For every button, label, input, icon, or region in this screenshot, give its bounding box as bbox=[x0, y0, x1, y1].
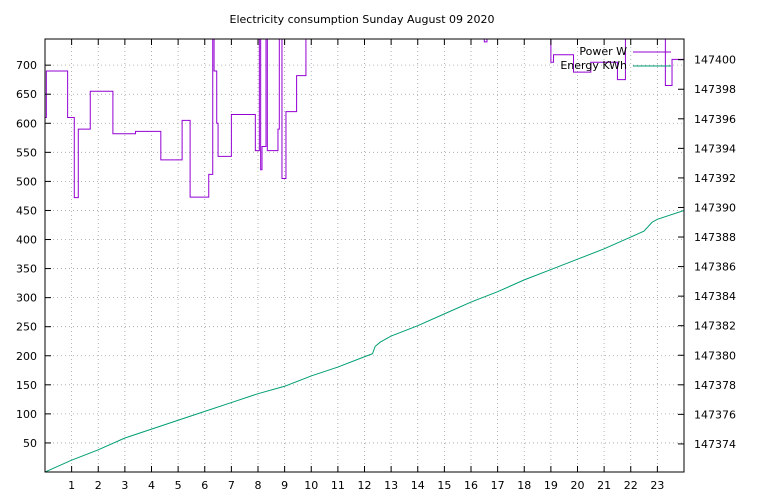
series-line-power-w bbox=[45, 39, 684, 199]
y-left-tick-label: 150 bbox=[16, 379, 37, 392]
x-axis: 1 2 3 4 5 6 7 8 9 10 11 12 13 14 15 16 17 18 19 20 21 22 23 bbox=[68, 39, 664, 492]
x-tick-label: 14 bbox=[411, 479, 425, 492]
y-left-tick-label: 350 bbox=[16, 263, 37, 276]
x-tick-label: 22 bbox=[624, 479, 638, 492]
series-line-energy-kwh bbox=[45, 209, 684, 472]
x-tick-label: 6 bbox=[201, 479, 208, 492]
y-left-tick-label: 450 bbox=[16, 204, 37, 217]
y-left-tick-label: 650 bbox=[16, 88, 37, 101]
y-right-tick-label: 147390 bbox=[694, 201, 736, 214]
x-tick-label: 20 bbox=[571, 479, 585, 492]
x-tick-label: 21 bbox=[597, 479, 611, 492]
y-right-tick-label: 147378 bbox=[694, 379, 736, 392]
x-tick-label: 11 bbox=[331, 479, 345, 492]
x-tick-label: 18 bbox=[517, 479, 531, 492]
y-right-tick-label: 147394 bbox=[694, 142, 736, 155]
y-left-tick-label: 300 bbox=[16, 292, 37, 305]
x-tick-label: 10 bbox=[304, 479, 318, 492]
y-left-tick-label: 50 bbox=[23, 437, 37, 450]
y-axis-right: 147374 147376 147378 147380 147382 147384 1473… bbox=[678, 54, 736, 451]
x-tick-label: 23 bbox=[650, 479, 664, 492]
x-tick-label: 7 bbox=[228, 479, 235, 492]
y-left-tick-label: 500 bbox=[16, 175, 37, 188]
y-right-tick-label: 147386 bbox=[694, 261, 736, 274]
x-tick-label: 9 bbox=[281, 479, 288, 492]
x-tick-label: 12 bbox=[358, 479, 372, 492]
grid bbox=[45, 39, 684, 472]
y-right-tick-label: 147398 bbox=[694, 83, 736, 96]
x-tick-label: 2 bbox=[95, 479, 102, 492]
y-right-tick-label: 147380 bbox=[694, 349, 736, 362]
y-left-tick-label: 600 bbox=[16, 117, 37, 130]
x-tick-label: 17 bbox=[491, 479, 505, 492]
x-tick-label: 13 bbox=[384, 479, 398, 492]
y-right-tick-label: 147374 bbox=[694, 438, 736, 451]
x-tick-label: 15 bbox=[437, 479, 451, 492]
y-right-tick-label: 147384 bbox=[694, 290, 736, 303]
y-axis-left: 50 100 150 200 250 300 350 400 450 500 550 600 650 70… bbox=[16, 59, 51, 450]
x-tick-label: 16 bbox=[464, 479, 478, 492]
y-left-tick-label: 100 bbox=[16, 408, 37, 421]
y-left-tick-label: 200 bbox=[16, 350, 37, 363]
x-tick-label: 19 bbox=[544, 479, 558, 492]
legend-label: Energy KWh bbox=[560, 59, 627, 72]
y-left-tick-label: 700 bbox=[16, 59, 37, 72]
y-right-tick-label: 147392 bbox=[694, 172, 736, 185]
x-tick-label: 3 bbox=[121, 479, 128, 492]
plot-area bbox=[45, 39, 684, 472]
y-left-tick-label: 550 bbox=[16, 146, 37, 159]
y-right-tick-label: 147376 bbox=[694, 408, 736, 421]
x-tick-label: 5 bbox=[175, 479, 182, 492]
y-right-tick-label: 147382 bbox=[694, 320, 736, 333]
legend-label: Power W bbox=[579, 45, 627, 58]
y-left-tick-label: 250 bbox=[16, 321, 37, 334]
y-right-tick-label: 147396 bbox=[694, 113, 736, 126]
x-tick-label: 4 bbox=[148, 479, 155, 492]
x-tick-label: 1 bbox=[68, 479, 75, 492]
y-right-tick-label: 147400 bbox=[694, 54, 736, 67]
y-left-tick-label: 400 bbox=[16, 234, 37, 247]
x-tick-label: 8 bbox=[255, 479, 262, 492]
y-right-tick-label: 147388 bbox=[694, 231, 736, 244]
chart-title: Electricity consumption Sunday August 09… bbox=[230, 13, 495, 26]
